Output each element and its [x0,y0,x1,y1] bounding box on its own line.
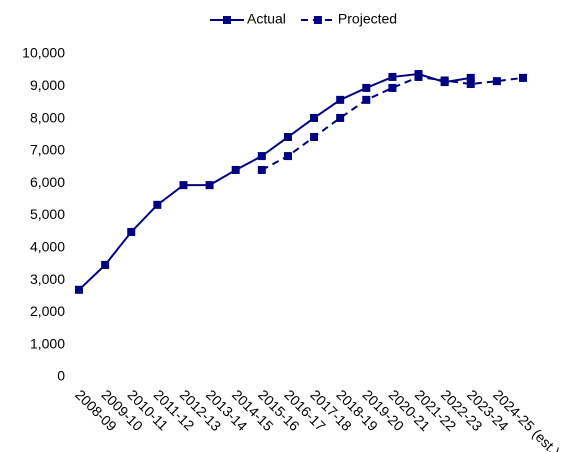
legend-label: Projected [338,11,397,27]
y-tick-label: 9,000 [30,77,65,93]
marker [310,113,319,122]
marker [179,181,188,190]
marker [257,152,266,161]
marker [414,72,423,81]
marker [101,260,110,269]
marker [466,80,475,89]
marker [336,113,345,122]
marker [362,95,371,104]
marker [492,77,501,86]
marker [388,72,397,81]
legend-marker [313,16,322,24]
y-tick-label: 8,000 [30,109,65,125]
y-tick-label: 7,000 [30,142,65,158]
legend-marker [223,16,231,24]
y-tick-label: 4,000 [30,239,65,255]
marker [75,285,83,294]
marker [388,83,397,92]
marker [283,152,292,161]
marker [519,73,527,82]
marker [153,200,162,209]
legend-label: Actual [247,11,286,27]
marker [336,95,345,104]
marker [440,76,449,85]
legend-item: Projected [300,11,397,27]
series-line [261,75,524,171]
marker [257,165,266,174]
y-tick-label: 3,000 [30,271,65,287]
y-tick-label: 10,000 [22,45,65,61]
series-line [78,73,471,291]
y-tick-label: 2,000 [30,303,65,319]
y-tick-label: 1,000 [30,335,65,351]
marker [127,227,136,236]
marker [205,181,214,190]
marker [466,73,475,82]
y-tick-label: 6,000 [30,174,65,190]
marker [310,133,319,142]
marker [231,165,240,174]
marker [283,133,292,142]
y-tick-label: 0 [57,368,65,384]
marker [362,83,371,92]
legend-item: Actual [210,11,286,27]
y-tick-label: 5,000 [30,206,65,222]
